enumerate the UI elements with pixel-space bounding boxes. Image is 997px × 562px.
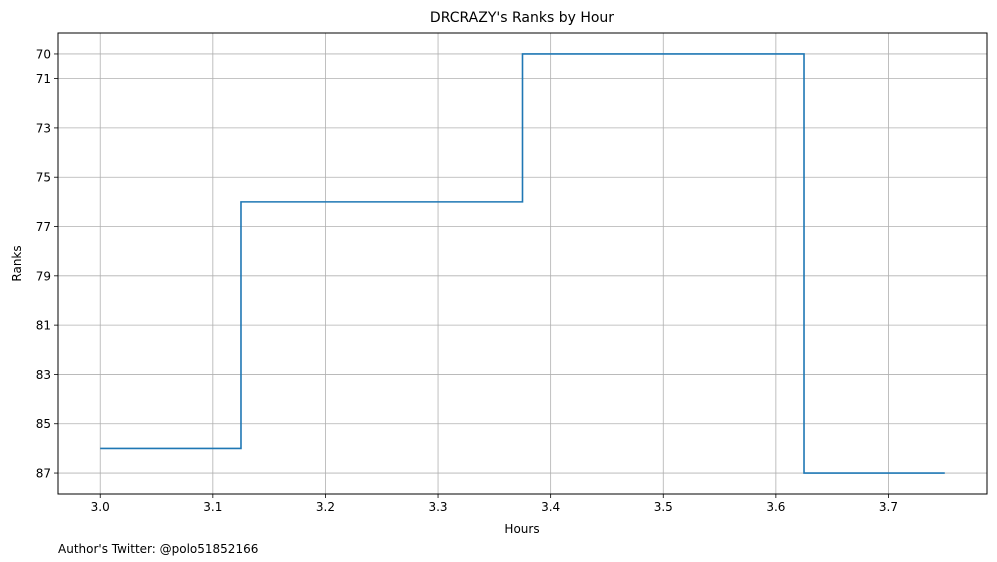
- x-tick-label: 3.2: [316, 500, 335, 514]
- plot-frame: [57, 32, 988, 495]
- y-axis-label: Ranks: [10, 245, 24, 281]
- x-tick-label: 3.0: [91, 500, 110, 514]
- x-tick-label: 3.5: [654, 500, 673, 514]
- x-tick-label: 3.6: [766, 500, 785, 514]
- y-tick-label: 75: [36, 171, 51, 185]
- y-tick-label: 87: [36, 467, 51, 481]
- y-tick-label: 73: [36, 121, 51, 135]
- x-tick-label: 3.3: [428, 500, 447, 514]
- y-tick-label: 83: [36, 368, 51, 382]
- x-tick-label: 3.4: [541, 500, 560, 514]
- x-axis-ticks: 3.0 3.1 3.2 3.3 3.4 3.5 3.6 3.7: [91, 494, 898, 514]
- series-layer: [100, 53, 945, 474]
- x-axis-label: Hours: [504, 522, 539, 536]
- y-tick-label: 85: [36, 417, 51, 431]
- y-tick-label: 70: [36, 47, 51, 61]
- y-tick-label: 77: [36, 220, 51, 234]
- footnote: Author's Twitter: @polo51852166: [58, 542, 258, 556]
- chart-title: DRCRAZY's Ranks by Hour: [430, 10, 614, 26]
- y-axis-ticks: 70 71 73 75 77 79 81 83 85 87: [36, 47, 58, 481]
- y-tick-label: 79: [36, 269, 51, 283]
- rank-series-line: [100, 53, 945, 474]
- x-tick-label: 3.7: [879, 500, 898, 514]
- y-tick-label: 71: [36, 72, 51, 86]
- grid: [58, 33, 987, 494]
- y-tick-label: 81: [36, 319, 51, 333]
- x-tick-label: 3.1: [203, 500, 222, 514]
